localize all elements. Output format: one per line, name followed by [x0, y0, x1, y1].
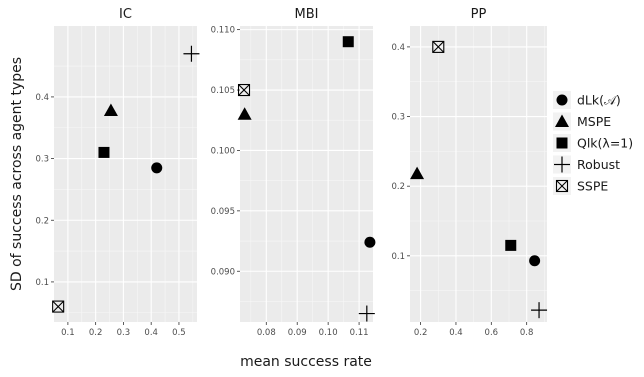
panel-pp: PP 0.2 0.4 0.6 0.8 0.1 0.2 0.3 0.4 [391, 7, 548, 338]
x-tick-label: 0.3 [117, 328, 131, 338]
data-point-robust [183, 45, 200, 62]
data-point-sspe-box [52, 300, 65, 313]
panel-mbi: MBI 0.08 0.09 0.10 0.11 0.090 0.095 0.100 0.105 0… [211, 7, 376, 338]
legend-key-dlk-shape [556, 94, 568, 106]
legend-key-sspe [555, 179, 569, 193]
panel-background [410, 26, 547, 322]
x-tick-label: 0.2 [414, 328, 428, 338]
panel-title: PP [471, 7, 487, 22]
y-tick-label: 0.4 [391, 43, 405, 53]
data-point-dlk-shape [151, 162, 163, 174]
data-point-robust [358, 305, 375, 322]
data-point-mspe [237, 107, 252, 120]
data-point-mspe [410, 166, 425, 180]
data-point-sspe [52, 300, 65, 313]
panel-title: IC [119, 7, 132, 22]
legend-key-qlk [556, 137, 568, 149]
x-tick-label: 0.4 [449, 328, 463, 338]
y-axis-title: SD of success across agent types [9, 57, 25, 291]
legend-key-mspe-shape [555, 114, 569, 127]
y-tick-label: 0.2 [391, 182, 405, 192]
data-point-robust [531, 302, 548, 319]
data-point-sspe-box [432, 40, 445, 53]
data-point-dlk-shape [364, 236, 376, 248]
data-point-dlk [151, 162, 163, 174]
y-tick-label: 0.095 [211, 207, 235, 217]
data-point-sspe-d2 [52, 300, 65, 313]
y-tick-label: 0.090 [211, 267, 235, 277]
legend-key-dlk [556, 94, 568, 106]
data-point-sspe-box [237, 83, 251, 97]
panel-background [54, 26, 197, 322]
x-tick-label: 0.08 [257, 328, 276, 338]
data-point-qlk-shape [98, 146, 110, 158]
data-point-sspe-d2 [432, 41, 445, 53]
y-tick-label: 0.3 [35, 155, 49, 165]
panel-title: MBI [295, 7, 319, 22]
legend-label: dLk(𝒜) [577, 93, 621, 108]
data-point-mspe-shape [237, 107, 252, 120]
data-point-mspe-shape [410, 166, 425, 180]
data-point-dlk [364, 236, 376, 248]
y-tick-label: 0.3 [391, 113, 405, 123]
legend-label: MSPE [577, 114, 611, 129]
data-point-qlk-shape [342, 36, 354, 48]
y-tick-label: 0.110 [211, 26, 235, 36]
data-point-mspe-shape [103, 103, 118, 116]
legend-key-sspe-d2 [556, 180, 568, 192]
y-tick-label: 0.1 [391, 252, 405, 262]
x-tick-label: 0.1 [61, 328, 75, 338]
data-point-dlk [529, 255, 541, 267]
data-point-qlk [98, 146, 110, 158]
legend-key-mspe [555, 114, 569, 127]
panel-ic: IC 0.1 0.2 0.3 0.4 0.5 0.1 0.2 0.3 0.4 [35, 7, 200, 338]
data-point-dlk-shape [529, 255, 541, 267]
x-tick-label: 0.5 [172, 328, 186, 338]
y-tick-label: 0.105 [211, 86, 235, 96]
data-point-qlk [505, 239, 517, 251]
y-tick-label: 0.2 [35, 216, 49, 226]
x-tick-label: 0.4 [144, 328, 158, 338]
data-point-qlk [342, 36, 354, 48]
legend-label: Robust [577, 157, 620, 172]
legend: dLk(𝒜) MSPE Qlk(λ=1) Robust SSPE [553, 91, 633, 195]
legend-label: SSPE [577, 179, 608, 194]
legend-key-qlk-shape [556, 137, 568, 149]
y-tick-label: 0.100 [211, 146, 235, 156]
data-point-sspe [432, 40, 445, 53]
x-tick-label: 0.09 [288, 328, 307, 338]
y-tick-label: 0.1 [35, 278, 49, 288]
x-tick-label: 0.8 [520, 328, 534, 338]
data-point-mspe [103, 103, 118, 116]
legend-key-robust [554, 156, 570, 173]
data-point-qlk-shape [505, 239, 517, 251]
data-point-sspe [237, 83, 251, 97]
x-axis-title: mean success rate [240, 354, 372, 370]
legend-key-sspe-box [555, 179, 569, 193]
x-tick-label: 0.11 [350, 328, 369, 338]
x-tick-label: 0.2 [89, 328, 103, 338]
y-tick-label: 0.4 [35, 93, 49, 103]
data-point-sspe-d2 [238, 84, 250, 96]
panel-background [240, 26, 373, 322]
x-tick-label: 0.10 [319, 328, 338, 338]
legend-label: Qlk(λ=1) [577, 136, 633, 151]
x-tick-label: 0.6 [485, 328, 499, 338]
